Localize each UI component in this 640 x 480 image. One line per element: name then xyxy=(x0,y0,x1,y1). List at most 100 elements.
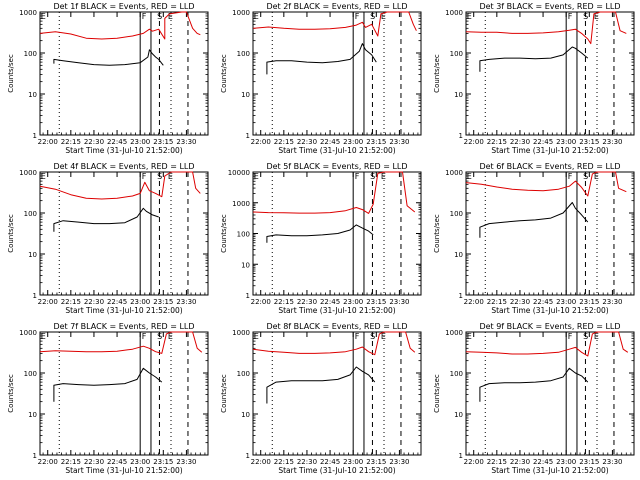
flag-label: S xyxy=(583,172,588,181)
flag-label: E xyxy=(168,172,173,181)
y-tick-label: 1 xyxy=(33,132,37,140)
y-tick-label: 1000 xyxy=(445,9,463,17)
y-axis-label: Counts/sec xyxy=(220,54,228,93)
chart-title: Det 1f BLACK = Events, RED = LLD xyxy=(53,2,194,11)
x-axis-label: Start Time (31-Jul-10 21:52:00) xyxy=(65,146,182,155)
x-tick-label: 23:00 xyxy=(130,138,150,146)
x-tick-label: 22:15 xyxy=(487,138,507,146)
x-axis-label: Start Time (31-Jul-10 21:52:00) xyxy=(491,146,608,155)
y-tick-label: 1 xyxy=(33,452,37,460)
x-tick-label: 23:30 xyxy=(389,458,409,466)
y-tick-label: 1 xyxy=(459,452,463,460)
y-tick-label: 1 xyxy=(246,452,250,460)
x-tick-label: 22:45 xyxy=(320,138,340,146)
series-lld-line xyxy=(39,331,203,354)
plot-frame xyxy=(252,11,422,136)
y-tick-label: 1000 xyxy=(19,329,37,337)
x-tick-label: 22:15 xyxy=(61,458,81,466)
subplot-1: Det 1f BLACK = Events, RED = LLD 1 10 100 10… xyxy=(7,2,209,155)
y-tick-label: 1000 xyxy=(19,169,37,177)
x-tick-label: 22:30 xyxy=(84,458,104,466)
y-axis-label: Counts/sec xyxy=(7,214,15,253)
series-events-line xyxy=(53,207,159,232)
y-axis-label: Counts/sec xyxy=(7,54,15,93)
flag-label: E xyxy=(381,12,386,21)
y-tick-label: 1000 xyxy=(232,9,250,17)
x-tick-label: 22:00 xyxy=(38,458,58,466)
y-tick-label: 1 xyxy=(33,292,37,300)
x-tick-label: 23:15 xyxy=(153,458,173,466)
subplot-4: Det 4f BLACK = Events, RED = LLD 1 10 100 10… xyxy=(7,162,209,315)
series-events-line xyxy=(53,367,163,402)
y-tick-label: 100 xyxy=(237,231,250,239)
flag-label: E xyxy=(41,332,46,341)
flag-label: E xyxy=(168,12,173,21)
y-tick-label: 10 xyxy=(28,411,37,419)
flag-label: E xyxy=(254,332,259,341)
x-tick-label: 22:45 xyxy=(320,458,340,466)
chart-title: Det 8f BLACK = Events, RED = LLD xyxy=(266,322,407,331)
x-tick-label: 23:30 xyxy=(176,298,196,306)
flag-label: S xyxy=(157,12,162,21)
x-axis-label: Start Time (31-Jul-10 21:52:00) xyxy=(65,306,182,315)
plot-frame xyxy=(465,11,635,136)
flag-label: F xyxy=(355,332,360,341)
y-tick-label: 1 xyxy=(459,292,463,300)
x-tick-label: 22:45 xyxy=(107,458,127,466)
y-tick-label: 10 xyxy=(28,251,37,259)
chart-title: Det 6f BLACK = Events, RED = LLD xyxy=(479,162,620,171)
flag-label: F xyxy=(142,12,147,21)
flag-label: E xyxy=(594,12,599,21)
subplot-5: Det 5f BLACK = Events, RED = LLD 1 10 100 10… xyxy=(220,162,422,315)
y-tick-label: 10 xyxy=(28,91,37,99)
flag-label: E xyxy=(467,12,472,21)
y-tick-label: 10 xyxy=(454,251,463,259)
x-tick-label: 22:30 xyxy=(84,298,104,306)
x-tick-label: 23:15 xyxy=(579,138,599,146)
flag-label: E xyxy=(467,172,472,181)
x-tick-label: 22:15 xyxy=(61,138,81,146)
series-events-line xyxy=(53,49,164,66)
subplot-6: Det 6f BLACK = Events, RED = LLD 1 10 100 10… xyxy=(433,162,635,315)
x-tick-label: 23:30 xyxy=(176,458,196,466)
flag-label: E xyxy=(41,172,46,181)
series-lld-line xyxy=(252,11,417,37)
flag-label: F xyxy=(142,172,147,181)
chart-title: Det 2f BLACK = Events, RED = LLD xyxy=(266,2,407,11)
x-tick-label: 23:30 xyxy=(389,138,409,146)
y-tick-label: 100 xyxy=(450,210,463,218)
x-tick-label: 22:15 xyxy=(274,458,294,466)
x-tick-label: 22:00 xyxy=(464,138,484,146)
y-tick-label: 10 xyxy=(454,91,463,99)
x-tick-label: 22:30 xyxy=(297,458,317,466)
x-tick-label: 22:45 xyxy=(107,138,127,146)
plot-frame xyxy=(252,331,422,456)
x-tick-label: 23:15 xyxy=(579,298,599,306)
x-tick-label: 23:00 xyxy=(343,458,363,466)
flag-label: F xyxy=(568,12,573,21)
x-tick-label: 23:30 xyxy=(389,298,409,306)
y-tick-label: 1000 xyxy=(19,9,37,17)
x-tick-label: 23:00 xyxy=(556,138,576,146)
x-tick-label: 22:45 xyxy=(107,298,127,306)
series-lld-line xyxy=(39,171,201,200)
x-tick-label: 23:30 xyxy=(602,298,622,306)
x-tick-label: 23:30 xyxy=(602,138,622,146)
x-tick-label: 22:30 xyxy=(84,138,104,146)
series-events-line xyxy=(266,43,377,75)
x-tick-label: 23:00 xyxy=(556,298,576,306)
x-tick-label: 22:00 xyxy=(38,298,58,306)
y-axis-label: Counts/sec xyxy=(220,214,228,253)
x-tick-label: 23:30 xyxy=(602,458,622,466)
flag-label: E xyxy=(381,172,386,181)
x-tick-label: 23:15 xyxy=(366,298,386,306)
x-tick-label: 23:15 xyxy=(366,138,386,146)
y-axis-label: Counts/sec xyxy=(7,374,15,413)
series-lld-line xyxy=(465,331,629,357)
flag-label: F xyxy=(142,332,147,341)
x-tick-label: 22:00 xyxy=(464,298,484,306)
y-tick-label: 100 xyxy=(450,50,463,58)
x-tick-label: 23:30 xyxy=(176,138,196,146)
x-tick-label: 22:45 xyxy=(320,298,340,306)
